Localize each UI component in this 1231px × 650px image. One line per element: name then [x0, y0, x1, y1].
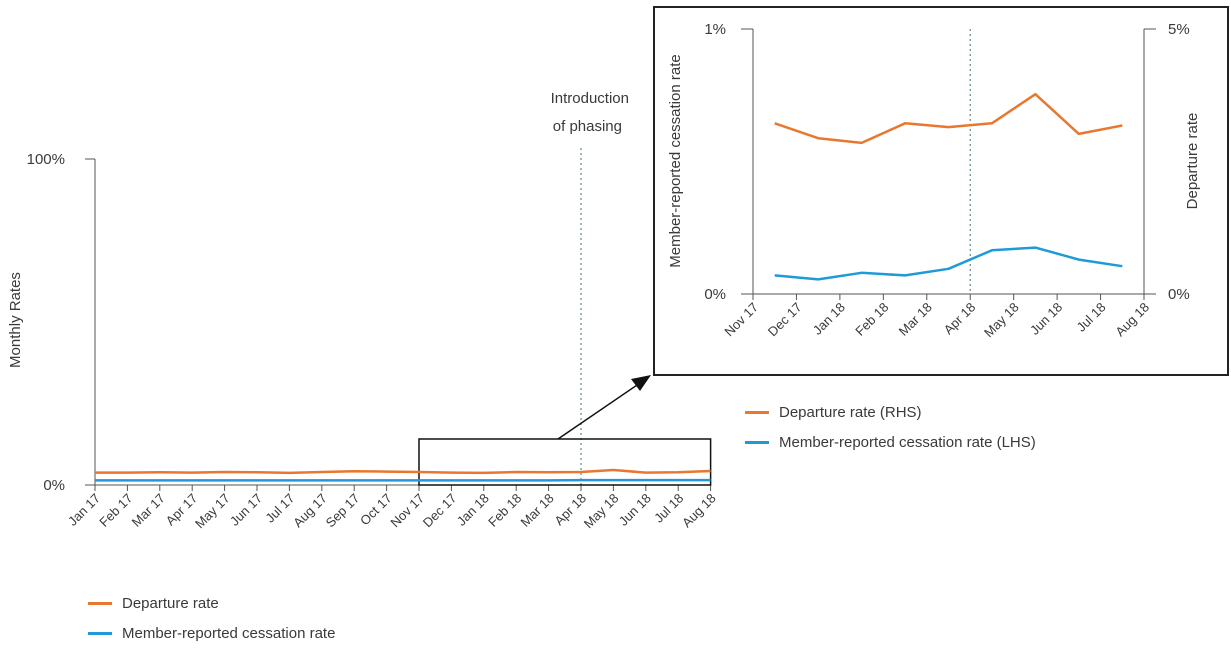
inset-legend-cessation-label: Member-reported cessation rate (LHS) [779, 434, 1036, 451]
zoom-arrow-head [631, 375, 651, 391]
inset-frame [653, 6, 1229, 376]
inset-right-tick-label: 5% [1168, 21, 1190, 38]
main-x-tick-label: Jun 18 [616, 491, 654, 529]
main-x-tick-label: Mar 18 [517, 491, 556, 530]
main-x-tick-label: May 18 [581, 491, 622, 532]
inset-legend-departure: Departure rate (RHS) [745, 404, 922, 421]
main-x-tick-label: Nov 17 [387, 491, 427, 531]
inset-right-tick-label: 0% [1168, 286, 1190, 303]
main-x-tick-label: Jun 17 [227, 491, 265, 529]
inset-series-line-1 [774, 246, 1123, 281]
inset-series-line-0 [774, 92, 1123, 145]
main-x-tick-label: Mar 17 [129, 491, 168, 530]
inset-legend-departure-label: Departure rate (RHS) [779, 404, 922, 421]
zoom-arrow-line [557, 382, 641, 440]
main-x-tick-label: Feb 17 [96, 491, 135, 530]
main-legend-cessation-swatch [88, 632, 112, 635]
inset-right-axis-label: Departure rate [1184, 113, 1201, 210]
main-x-tick-label: May 17 [192, 491, 233, 532]
inset-left-tick-label: 0% [704, 286, 726, 303]
main-y-tick-label: 100% [27, 151, 65, 168]
inset-legend-cessation-swatch [745, 441, 769, 444]
zoom-box [418, 438, 712, 486]
inset-legend-cessation: Member-reported cessation rate (LHS) [745, 434, 1036, 451]
main-x-tick-label: Aug 18 [679, 491, 719, 531]
main-x-tick-label: Sep 17 [323, 491, 363, 531]
main-x-tick-label: Aug 17 [290, 491, 330, 531]
main-x-tick-label: Jan 17 [65, 491, 103, 529]
main-legend-departure: Departure rate [88, 595, 219, 612]
inset-left-axis-label: Member-reported cessation rate [667, 54, 684, 267]
main-y-tick-label: 0% [43, 477, 65, 494]
main-x-tick-label: Feb 18 [485, 491, 524, 530]
main-series-line-0 [95, 468, 711, 475]
main-x-tick-label: Dec 17 [420, 491, 460, 531]
main-legend-cessation: Member-reported cessation rate [88, 625, 335, 642]
main-legend-cessation-label: Member-reported cessation rate [122, 625, 336, 642]
inset-legend-departure-swatch [745, 411, 769, 414]
main-annotation-text-1: Introduction [551, 90, 629, 107]
main-legend-departure-label: Departure rate [122, 595, 219, 612]
main-y-axis-label: Monthly Rates [7, 272, 24, 368]
inset-left-tick-label: 1% [704, 21, 726, 38]
main-x-tick-label: Jan 18 [454, 491, 492, 529]
main-legend-departure-swatch [88, 602, 112, 605]
main-annotation-text-2: of phasing [553, 118, 622, 135]
